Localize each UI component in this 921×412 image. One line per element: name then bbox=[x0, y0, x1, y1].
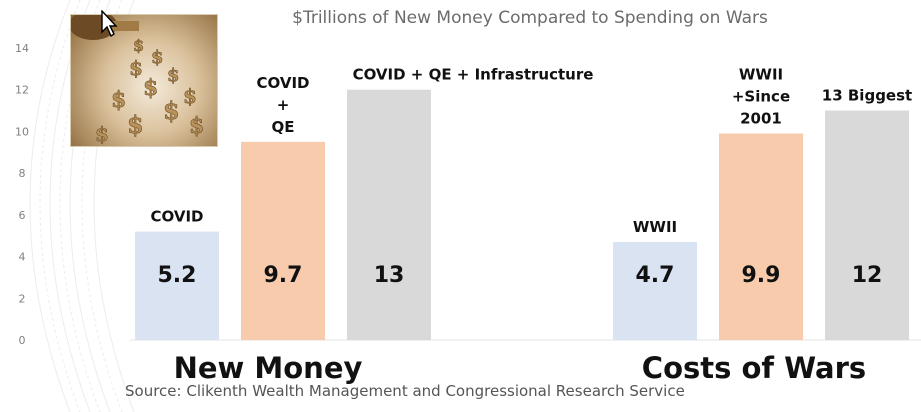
bars bbox=[135, 89, 909, 340]
y-tick-label: 14 bbox=[15, 42, 29, 55]
bar-category-label: COVID + QE bbox=[257, 74, 310, 136]
y-tick-label: 2 bbox=[19, 292, 26, 305]
label-line: + bbox=[277, 96, 290, 114]
svg-text:$: $ bbox=[189, 113, 204, 139]
decor-arc bbox=[39, 0, 81, 412]
svg-text:$: $ bbox=[127, 110, 144, 139]
chart-title: $Trillions of New Money Compared to Spen… bbox=[292, 8, 768, 28]
svg-text:$: $ bbox=[163, 96, 180, 125]
y-tick-label: 6 bbox=[19, 209, 26, 222]
data-label: 9.7 bbox=[264, 263, 303, 288]
y-tick-label: 0 bbox=[19, 334, 26, 347]
bar bbox=[347, 89, 431, 340]
data-label: 9.9 bbox=[742, 263, 781, 288]
data-label: 12 bbox=[852, 263, 883, 288]
bar bbox=[825, 110, 909, 340]
bar bbox=[613, 241, 697, 340]
bar bbox=[135, 231, 219, 340]
bar-category-label: WWII bbox=[633, 218, 677, 236]
svg-text:$: $ bbox=[133, 36, 144, 55]
svg-text:$: $ bbox=[167, 65, 180, 86]
y-tick-label: 8 bbox=[19, 167, 26, 180]
bar-category-label: COVID bbox=[151, 208, 204, 226]
decor-arc bbox=[81, 0, 123, 412]
svg-text:$: $ bbox=[151, 47, 164, 68]
y-tick-label: 12 bbox=[15, 84, 29, 97]
bar-category-label: COVID + QE + Infrastructure bbox=[353, 66, 594, 84]
bar-category-label: 13 Biggest bbox=[822, 87, 912, 105]
label-line: WWII bbox=[633, 218, 677, 236]
group-label: New Money bbox=[174, 351, 363, 385]
label-line: 2001 bbox=[740, 110, 782, 128]
label-line: COVID bbox=[151, 208, 204, 226]
data-label: 5.2 bbox=[158, 263, 197, 288]
label-line: COVID bbox=[257, 74, 310, 92]
label-line: COVID + QE + Infrastructure bbox=[353, 66, 594, 84]
group-label: Costs of Wars bbox=[642, 351, 866, 385]
label-line: +Since bbox=[732, 88, 790, 106]
svg-text:$: $ bbox=[143, 75, 158, 101]
svg-text:$: $ bbox=[183, 84, 197, 108]
bar bbox=[241, 141, 325, 340]
decor-arc bbox=[59, 0, 101, 412]
data-label: 4.7 bbox=[636, 263, 675, 288]
bar-labels: 5.2 COVID 9.7 COVID + QE 13 COVID + QE + Infras… bbox=[151, 66, 913, 385]
label-line: WWII bbox=[739, 66, 783, 84]
label-line: QE bbox=[272, 118, 295, 136]
svg-text:$: $ bbox=[129, 56, 143, 80]
y-tick-label: 4 bbox=[19, 251, 26, 264]
svg-text:$: $ bbox=[95, 122, 109, 146]
label-line: 13 Biggest bbox=[822, 87, 912, 105]
decor-arc bbox=[29, 0, 71, 412]
bar-category-label: WWII +Since 2001 bbox=[732, 66, 790, 128]
svg-text:$: $ bbox=[111, 87, 126, 113]
mouse-pointer-icon bbox=[101, 10, 118, 38]
y-tick-label: 10 bbox=[15, 125, 29, 138]
source-note: Source: Clikenth Wealth Management and C… bbox=[125, 382, 685, 400]
bar bbox=[719, 133, 803, 340]
data-label: 13 bbox=[374, 263, 405, 288]
falling-dollar-signs-photo: $ $ $ $ $ $ $ $ $ $ $ bbox=[70, 14, 218, 147]
